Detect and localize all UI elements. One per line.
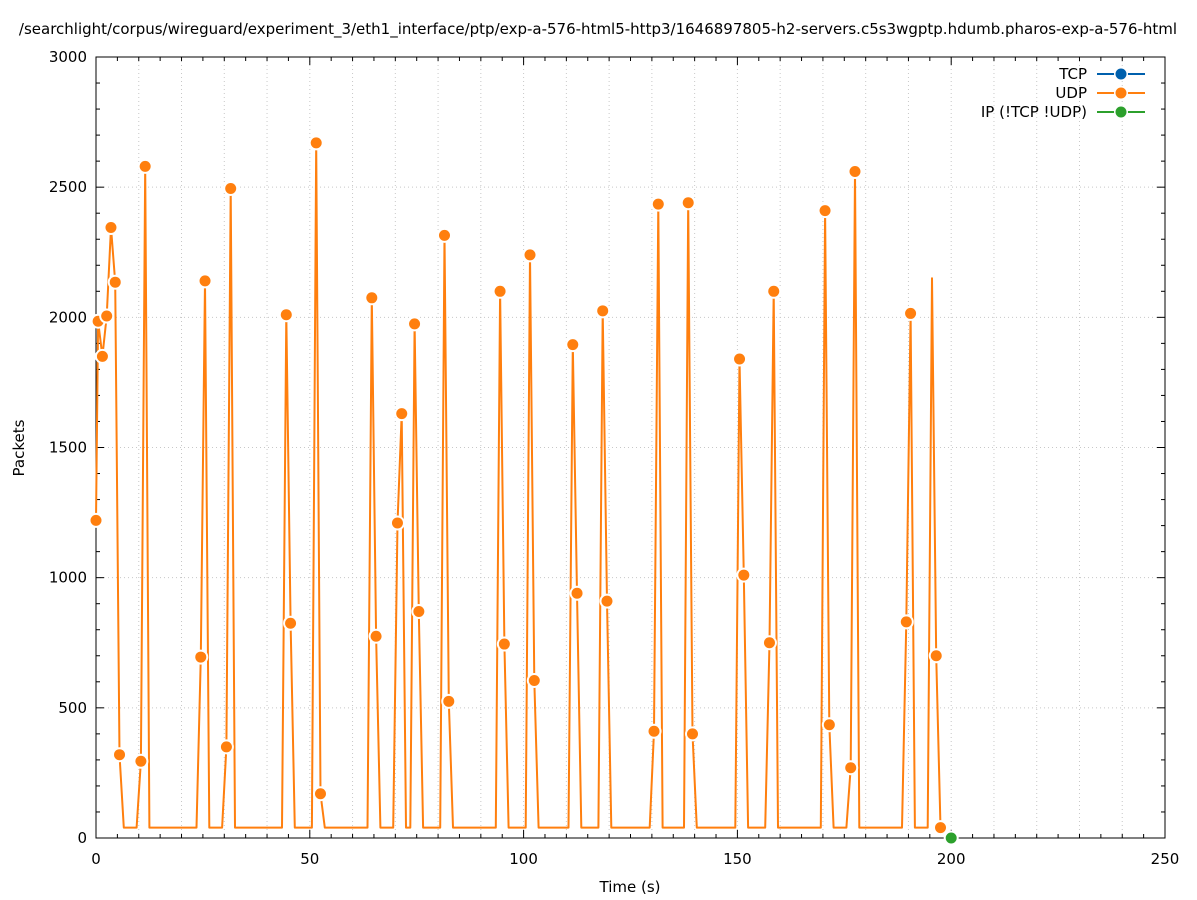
- data-point-udp: [220, 741, 232, 753]
- data-point-udp: [819, 205, 831, 217]
- data-point-udp: [195, 651, 207, 663]
- data-point-udp: [768, 285, 780, 297]
- legend-marker: [1115, 68, 1127, 80]
- data-point-udp: [101, 310, 113, 322]
- data-point-udp: [763, 637, 775, 649]
- data-point-udp: [96, 350, 108, 362]
- data-point-udp: [114, 749, 126, 761]
- data-point-udp: [935, 822, 947, 834]
- x-tick-label: 250: [1151, 850, 1180, 868]
- y-tick-label: 1500: [49, 439, 87, 457]
- data-point-udp: [734, 353, 746, 365]
- data-point-udp: [285, 617, 297, 629]
- data-point-udp: [135, 755, 147, 767]
- x-tick-label: 150: [723, 850, 752, 868]
- data-point-udp: [494, 285, 506, 297]
- data-point-udp: [438, 229, 450, 241]
- series-layer: [88, 135, 959, 846]
- y-tick-label: 3000: [49, 48, 87, 66]
- data-point-udp: [900, 616, 912, 628]
- data-point-udp: [310, 137, 322, 149]
- data-point-udp: [366, 292, 378, 304]
- data-point-udp: [823, 719, 835, 731]
- data-point-udp: [280, 309, 292, 321]
- data-point-udp: [845, 762, 857, 774]
- y-tick-label: 2000: [49, 308, 87, 326]
- data-point-udp: [597, 305, 609, 317]
- x-tick-label: 50: [300, 850, 319, 868]
- data-point-udp: [682, 197, 694, 209]
- y-axis-label: Packets: [10, 419, 28, 476]
- y-tick-label: 1000: [49, 569, 87, 587]
- data-point-udp: [314, 788, 326, 800]
- data-point-udp: [524, 249, 536, 261]
- x-tick-label: 0: [91, 850, 101, 868]
- data-point-udp: [528, 674, 540, 686]
- data-point-udp: [652, 198, 664, 210]
- data-point-udp: [225, 182, 237, 194]
- data-point-udp: [139, 160, 151, 172]
- x-tick-label: 100: [509, 850, 538, 868]
- series-line-udp: [95, 141, 945, 829]
- data-point-udp: [687, 728, 699, 740]
- data-point-udp: [738, 569, 750, 581]
- data-point-udp: [409, 318, 421, 330]
- data-point-udp: [648, 725, 660, 737]
- data-point-udp: [905, 307, 917, 319]
- data-point-udp: [571, 587, 583, 599]
- legend-label: TCP: [1058, 65, 1087, 83]
- y-tick-label: 500: [58, 699, 87, 717]
- grid-lines: [96, 57, 1165, 838]
- x-tick-label: 200: [937, 850, 966, 868]
- legend-label: UDP: [1055, 84, 1087, 102]
- data-point-udp: [109, 276, 121, 288]
- data-point-udp: [370, 630, 382, 642]
- data-point-udp: [443, 695, 455, 707]
- data-point-udp: [90, 514, 102, 526]
- x-axis-label: Time (s): [599, 878, 661, 896]
- data-point-udp: [396, 408, 408, 420]
- chart-title: /searchlight/corpus/wireguard/experiment…: [19, 20, 1177, 39]
- legend-marker: [1115, 87, 1127, 99]
- legend-marker: [1115, 106, 1127, 118]
- data-point-udp: [930, 650, 942, 662]
- data-point-udp: [199, 275, 211, 287]
- legend-label: IP (!TCP !UDP): [981, 103, 1087, 121]
- data-point-iptcpudp: [945, 832, 957, 844]
- data-point-udp: [105, 222, 117, 234]
- data-point-udp: [413, 606, 425, 618]
- y-tick-label: 2500: [49, 178, 87, 196]
- data-point-udp: [567, 339, 579, 351]
- data-point-udp: [498, 638, 510, 650]
- data-point-udp: [601, 595, 613, 607]
- data-point-udp: [391, 517, 403, 529]
- y-tick-label: 0: [77, 829, 87, 847]
- data-point-udp: [849, 166, 861, 178]
